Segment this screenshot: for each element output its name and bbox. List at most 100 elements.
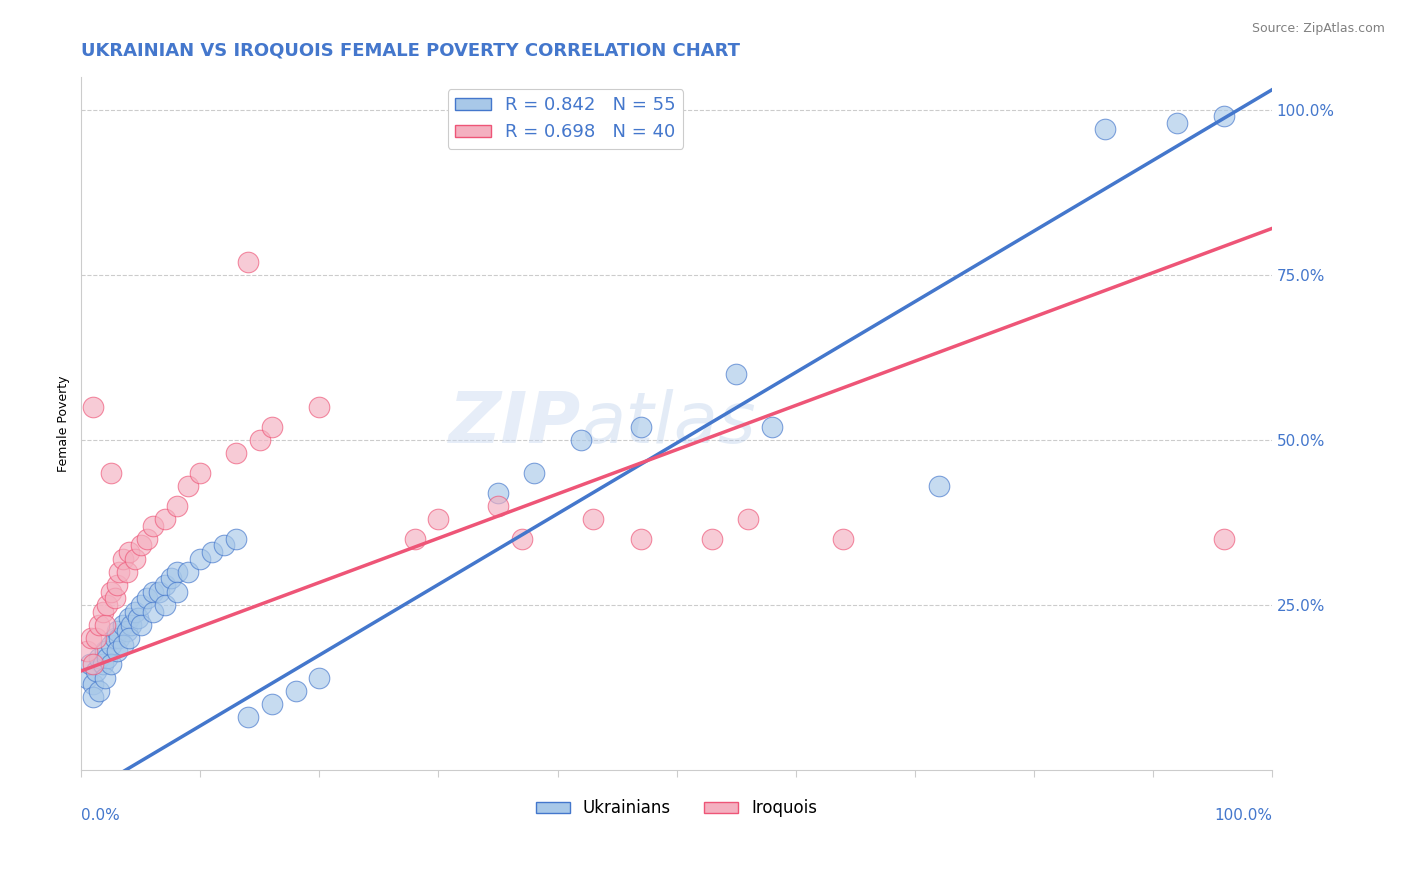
Point — [124, 551, 146, 566]
Point — [120, 617, 142, 632]
Point — [111, 638, 134, 652]
Point — [135, 591, 157, 606]
Text: ZIP: ZIP — [449, 389, 581, 458]
Point — [80, 631, 103, 645]
Point — [91, 657, 114, 672]
Point — [166, 584, 188, 599]
Point — [94, 617, 117, 632]
Point — [582, 512, 605, 526]
Point — [188, 466, 211, 480]
Point — [129, 617, 152, 632]
Point — [249, 433, 271, 447]
Point — [569, 433, 592, 447]
Point — [82, 690, 104, 705]
Point — [105, 644, 128, 658]
Point — [96, 598, 118, 612]
Point — [91, 605, 114, 619]
Point — [725, 367, 748, 381]
Point — [118, 545, 141, 559]
Text: Source: ZipAtlas.com: Source: ZipAtlas.com — [1251, 22, 1385, 36]
Point — [427, 512, 450, 526]
Point — [84, 664, 107, 678]
Point — [100, 584, 122, 599]
Point — [260, 419, 283, 434]
Point — [79, 657, 101, 672]
Point — [118, 631, 141, 645]
Point — [105, 578, 128, 592]
Point — [124, 605, 146, 619]
Point — [260, 697, 283, 711]
Point — [82, 657, 104, 672]
Point — [129, 598, 152, 612]
Point — [630, 419, 652, 434]
Point — [166, 565, 188, 579]
Point — [153, 598, 176, 612]
Point — [236, 710, 259, 724]
Point — [115, 565, 138, 579]
Legend: Ukrainians, Iroquois: Ukrainians, Iroquois — [530, 793, 824, 824]
Point — [761, 419, 783, 434]
Point — [82, 400, 104, 414]
Point — [1094, 122, 1116, 136]
Point — [486, 485, 509, 500]
Point — [108, 631, 131, 645]
Point — [486, 499, 509, 513]
Point — [89, 650, 111, 665]
Point — [702, 532, 724, 546]
Point — [105, 624, 128, 639]
Point — [111, 617, 134, 632]
Point — [100, 638, 122, 652]
Y-axis label: Female Poverty: Female Poverty — [58, 375, 70, 472]
Point — [94, 671, 117, 685]
Point — [188, 551, 211, 566]
Point — [832, 532, 855, 546]
Point — [212, 539, 235, 553]
Point — [284, 683, 307, 698]
Text: 0.0%: 0.0% — [82, 808, 120, 823]
Point — [118, 611, 141, 625]
Point — [96, 650, 118, 665]
Point — [1213, 109, 1236, 123]
Point — [308, 400, 330, 414]
Point — [135, 532, 157, 546]
Point — [111, 551, 134, 566]
Text: atlas: atlas — [581, 389, 756, 458]
Point — [523, 466, 546, 480]
Point — [177, 565, 200, 579]
Point — [84, 631, 107, 645]
Point — [236, 254, 259, 268]
Text: UKRAINIAN VS IROQUOIS FEMALE POVERTY CORRELATION CHART: UKRAINIAN VS IROQUOIS FEMALE POVERTY COR… — [82, 42, 741, 60]
Point — [166, 499, 188, 513]
Text: 100.0%: 100.0% — [1213, 808, 1272, 823]
Point — [928, 479, 950, 493]
Point — [630, 532, 652, 546]
Point — [129, 539, 152, 553]
Point — [159, 572, 181, 586]
Point — [89, 617, 111, 632]
Point — [94, 644, 117, 658]
Point — [201, 545, 224, 559]
Point — [100, 657, 122, 672]
Point — [177, 479, 200, 493]
Point — [100, 466, 122, 480]
Point — [153, 512, 176, 526]
Point — [225, 446, 247, 460]
Point — [225, 532, 247, 546]
Point — [104, 631, 127, 645]
Point — [308, 671, 330, 685]
Point — [76, 644, 98, 658]
Point — [737, 512, 759, 526]
Point — [89, 683, 111, 698]
Point — [404, 532, 426, 546]
Point — [1166, 116, 1188, 130]
Point — [510, 532, 533, 546]
Point — [148, 584, 170, 599]
Point — [142, 605, 165, 619]
Point — [1213, 532, 1236, 546]
Point — [115, 624, 138, 639]
Point — [108, 565, 131, 579]
Point — [142, 518, 165, 533]
Point — [82, 677, 104, 691]
Point — [153, 578, 176, 592]
Point — [142, 584, 165, 599]
